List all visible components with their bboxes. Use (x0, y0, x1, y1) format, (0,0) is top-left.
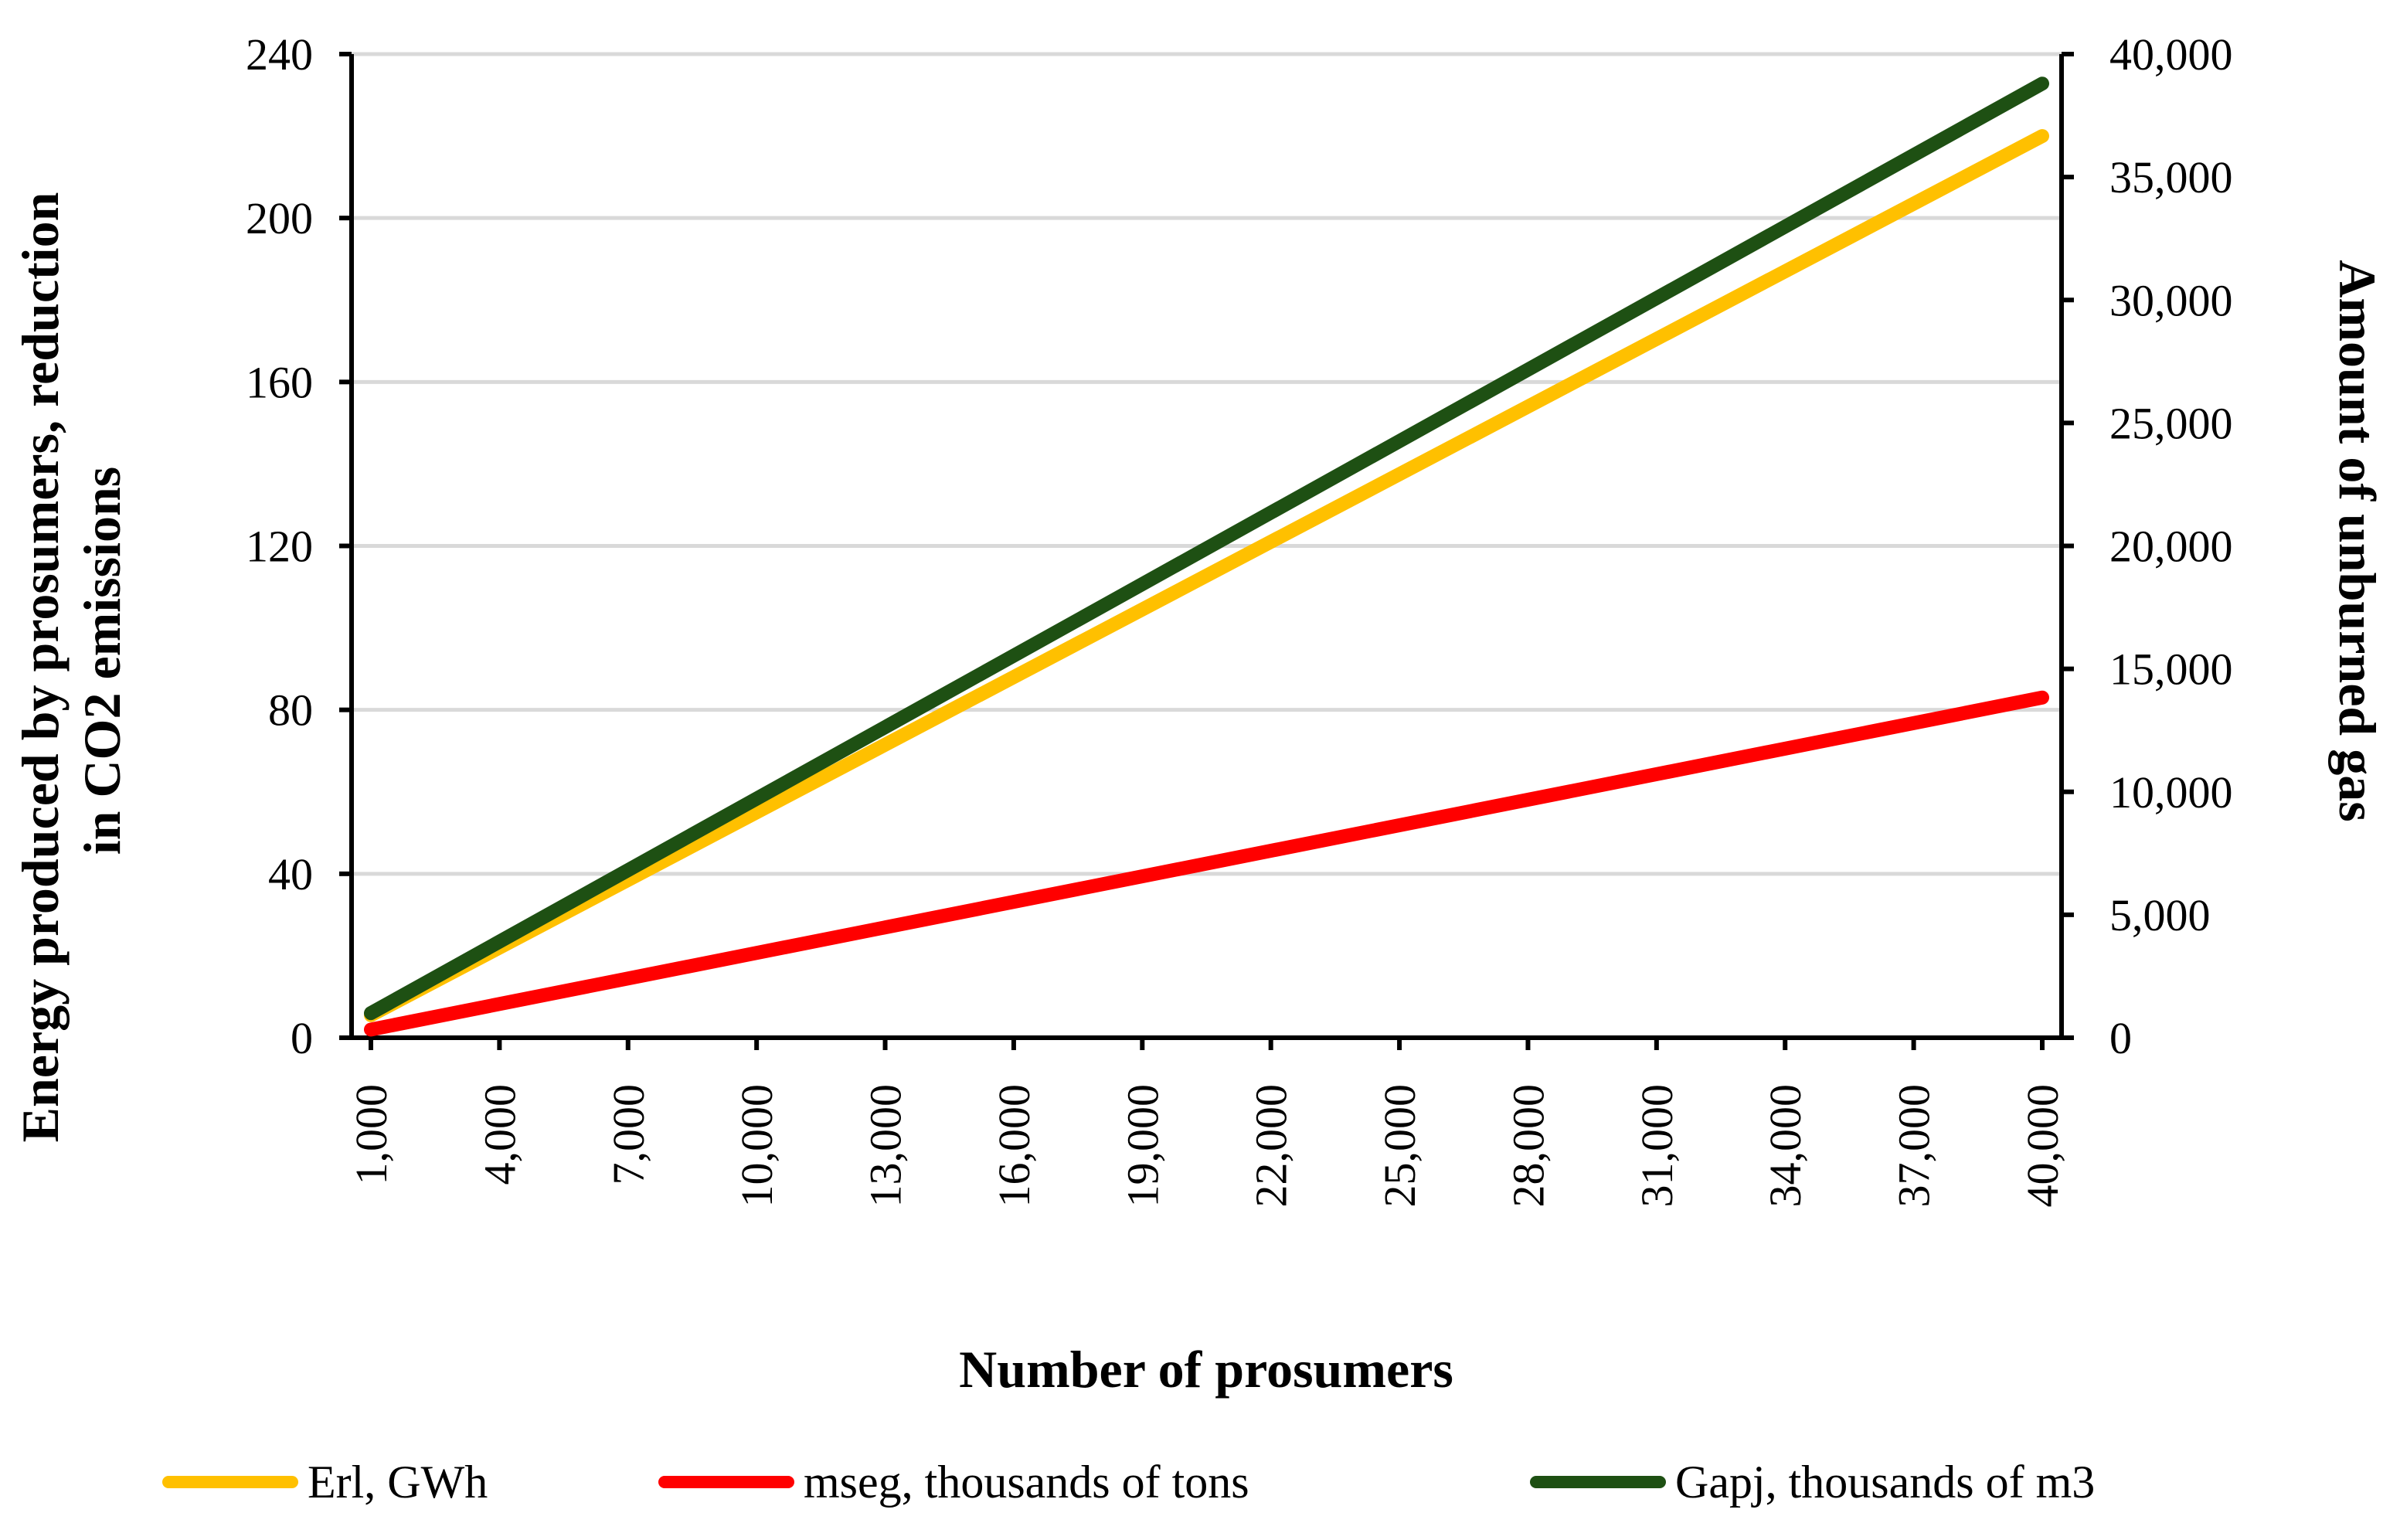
series-line-1 (364, 129, 2049, 1022)
legend: Erl, GWh mseg, thousands of tons Gapj, tho… (162, 1457, 2095, 1508)
right-y-tick-label: 15,000 (2109, 644, 2233, 695)
left-y-tick-label: 80 (268, 685, 313, 736)
x-tick-label: 37,000 (1889, 1084, 1939, 1208)
right-y-axis-title: Amount of unburned gas (2328, 260, 2383, 821)
right-y-tick-label: 0 (2109, 1013, 2132, 1063)
left-y-tick-label: 240 (246, 29, 313, 80)
x-tick-label: 16,000 (989, 1084, 1039, 1208)
left-y-tick-label: 160 (246, 357, 313, 407)
x-tick-label: 10,000 (732, 1084, 782, 1208)
right-y-tick-label: 5,000 (2109, 890, 2211, 940)
right-y-tick-label: 35,000 (2109, 152, 2233, 202)
x-tick-label: 7,000 (603, 1084, 654, 1185)
legend-label-2: mseg, thousands of tons (804, 1457, 1249, 1508)
x-tick-label: 28,000 (1503, 1084, 1553, 1208)
x-tick-label: 13,000 (861, 1084, 911, 1208)
series-line-2 (364, 690, 2049, 1037)
right-y-tick-label: 30,000 (2109, 275, 2233, 325)
right-y-tick-label: 40,000 (2109, 29, 2233, 80)
x-tick-label: 1,000 (346, 1084, 396, 1185)
legend-label-3: Gapj, thousands of m3 (1675, 1457, 2095, 1508)
left-y-axis-title-line-2: in CO2 emissions (73, 467, 131, 855)
x-tick-label: 40,000 (2018, 1084, 2068, 1208)
x-tick-labels: 1,000 4,000 7,000 10,000 13,000 16,000 19,000 2… (346, 1038, 2068, 1208)
series-lines (364, 76, 2049, 1037)
left-y-tick-label: 40 (268, 849, 313, 899)
left-y-tick-label: 200 (246, 193, 313, 243)
left-y-axis-title: Energy produced by prosumers, reduction … (11, 179, 131, 1143)
x-tick-label: 4,000 (474, 1084, 525, 1185)
x-tick-label: 22,000 (1246, 1084, 1297, 1208)
right-y-tick-label: 20,000 (2109, 522, 2233, 572)
x-tick-label: 19,000 (1117, 1084, 1168, 1208)
legend-label-1: Erl, GWh (308, 1457, 488, 1508)
right-y-tick-label: 10,000 (2109, 767, 2233, 818)
series-line-3 (364, 76, 2049, 1021)
left-y-tick-label: 120 (246, 522, 313, 572)
right-y-tick-label: 25,000 (2109, 398, 2233, 448)
x-tick-label: 25,000 (1375, 1084, 1425, 1208)
x-axis-title: Number of prosumers (959, 1340, 1453, 1399)
left-y-tick-label: 0 (291, 1013, 313, 1063)
x-tick-label: 31,000 (1632, 1084, 1682, 1208)
left-y-tick-labels: 0 40 80 120 160 200 240 (246, 29, 352, 1063)
left-y-axis-title-line-1: Energy produced by prosumers, reduction (11, 192, 70, 1143)
x-tick-label: 34,000 (1760, 1084, 1810, 1208)
right-y-tick-labels: 0 5,000 10,000 15,000 20,000 25,000 30,000 35,0… (2062, 29, 2233, 1063)
